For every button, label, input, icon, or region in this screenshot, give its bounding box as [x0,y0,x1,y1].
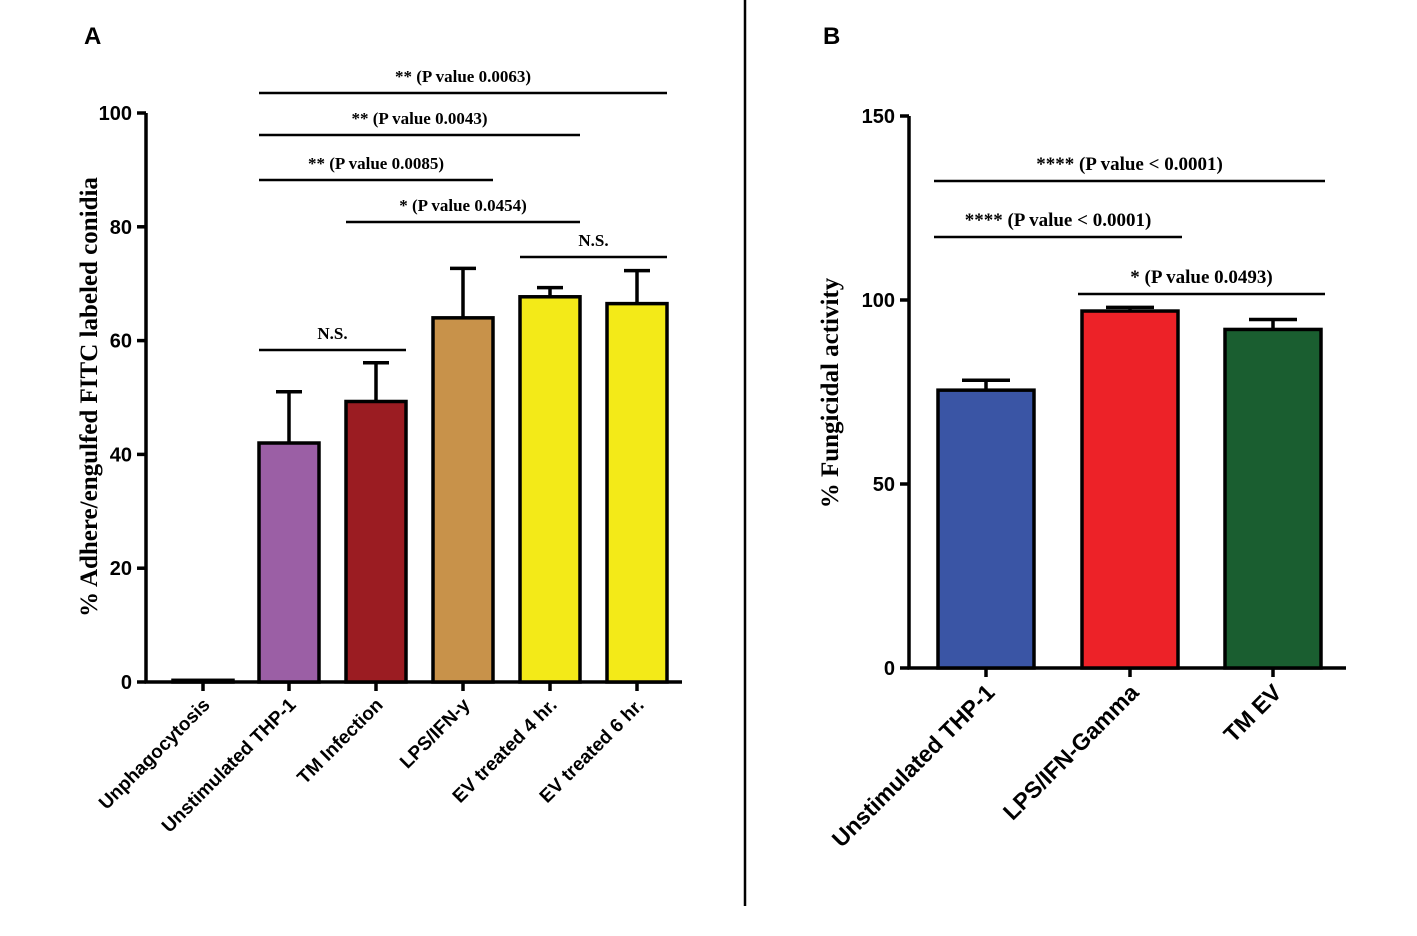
category-label: LPS/IFN-y [396,694,475,773]
significance-label: ** (P value 0.0085) [308,154,444,173]
y-tick-label: 100 [99,103,132,125]
bar [605,301,669,684]
bar [1080,309,1180,670]
category-label: LPS/IFN-Gamma [998,679,1144,825]
panel-label: A [84,23,101,50]
y-tick-label: 0 [121,672,132,694]
y-tick-label: 150 [862,106,895,128]
category-label: TM EV [1218,679,1287,748]
bar [936,388,1036,670]
y-tick-label: 100 [862,290,895,312]
y-tick-label: 60 [110,331,132,353]
y-tick-label: 0 [884,658,895,680]
significance-label: **** (P value < 0.0001) [1036,154,1223,175]
category-label: TM Infection [294,695,388,789]
bar [1223,327,1323,670]
significance-label: ** (P value 0.0043) [352,109,488,128]
bar [171,678,235,684]
y-axis-label: % Adhere/engulfed FITC labeled conidia [76,177,103,617]
y-tick-label: 20 [110,558,132,580]
y-axis-label: % Fungicidal activity [817,277,844,508]
bar [431,316,495,684]
y-tick-label: 50 [873,474,895,496]
y-tick-label: 40 [110,444,132,466]
panel-b: B 0 50 100 150 % Fungicidal activity Unstimula… [817,23,1346,852]
category-label: Unstimulated THP-1 [827,679,1000,852]
significance-label: * (P value 0.0493) [1130,267,1273,288]
significance-label: N.S. [578,231,608,250]
bar [257,441,321,684]
bar [518,295,582,684]
panel-label: B [823,23,840,50]
significance-label: N.S. [317,324,347,343]
y-tick-label: 80 [110,217,132,239]
significance-label: **** (P value < 0.0001) [965,210,1152,231]
bar [344,399,408,684]
panel-a: A 0 20 40 60 80 100 % Adhere/engulfed FITC labe… [76,23,682,837]
significance-label: * (P value 0.0454) [399,196,527,215]
significance-label: ** (P value 0.0063) [395,67,531,86]
